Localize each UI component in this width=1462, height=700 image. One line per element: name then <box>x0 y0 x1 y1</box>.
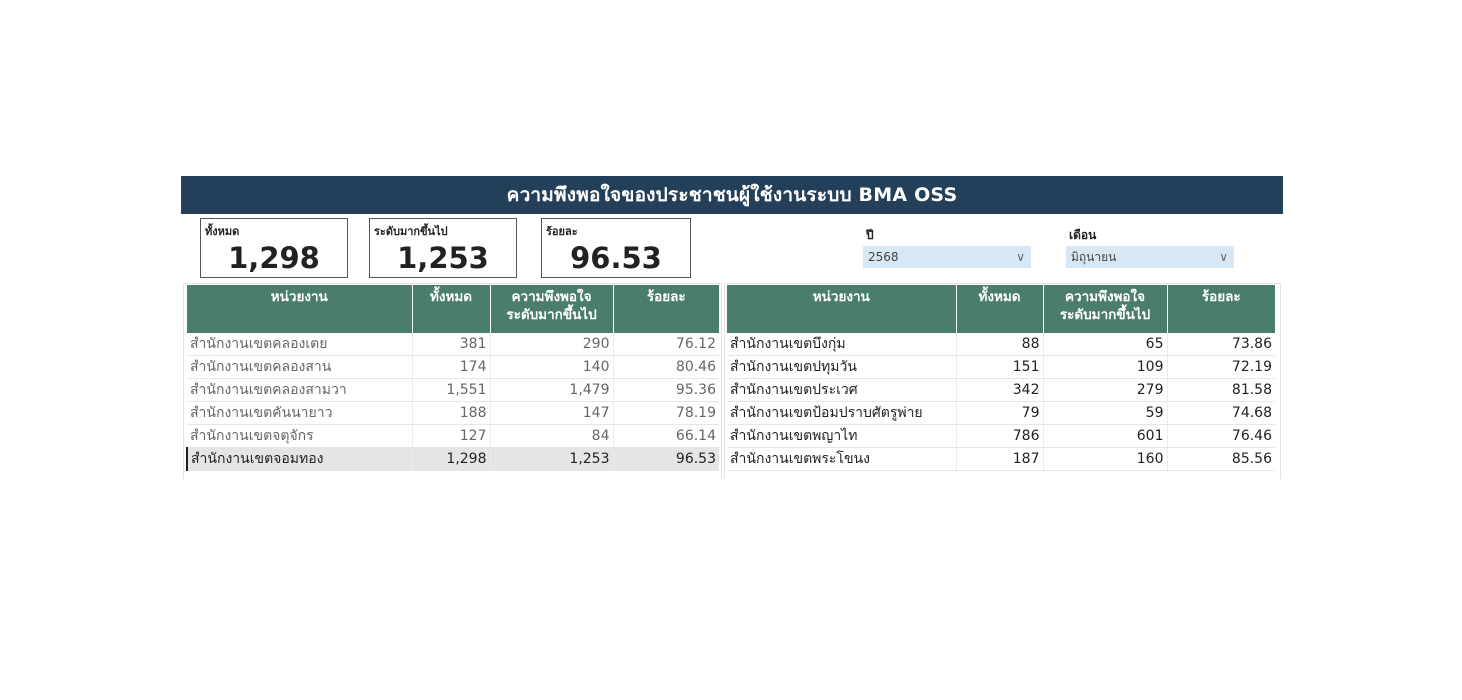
cell-high: 84 <box>490 424 614 448</box>
table-row[interactable]: สำนักงานเขตคลองสาน 174 140 80.46 <box>187 355 719 379</box>
cell-unit: สำนักงานเขตคันนายาว <box>187 401 413 425</box>
column-header-unit[interactable]: หน่วยงาน <box>727 285 957 333</box>
kpi-high-label: ระดับมากขึ้นไป <box>374 225 448 238</box>
cell-unit: สำนักงานเขตพระโขนง <box>727 447 957 471</box>
cell-high: 1,253 <box>490 447 614 471</box>
cell-high: 65 <box>1043 333 1168 356</box>
table-header-row: หน่วยงาน ทั้งหมด ความพึงพอใจ ระดับมากขึ้น… <box>727 285 1275 333</box>
left-table: หน่วยงาน ทั้งหมด ความพึงพอใจ ระดับมากขึ้น… <box>186 285 719 471</box>
cell-unit: สำนักงานเขตประเวศ <box>727 378 957 402</box>
cell-unit: สำนักงานเขตจตุจักร <box>187 424 413 448</box>
kpi-percent-value: 96.53 <box>570 241 662 275</box>
column-header-percent[interactable]: ร้อยละ <box>613 285 719 333</box>
table-row[interactable]: สำนักงานเขตประเวศ 342 279 81.58 <box>727 378 1275 402</box>
cell-total: 786 <box>956 424 1044 448</box>
kpi-total-label: ทั้งหมด <box>205 225 240 238</box>
cell-total: 1,551 <box>412 378 491 402</box>
cell-total: 188 <box>412 401 491 425</box>
table-header-row: หน่วยงาน ทั้งหมด ความพึงพอใจ ระดับมากขึ้น… <box>187 285 719 333</box>
table-row[interactable]: สำนักงานเขตพระโขนง 187 160 85.56 <box>727 447 1275 471</box>
column-header-percent[interactable]: ร้อยละ <box>1167 285 1275 333</box>
cell-high: 160 <box>1043 447 1168 471</box>
cell-unit: สำนักงานเขตบึงกุ่ม <box>727 333 957 356</box>
cell-high: 59 <box>1043 401 1168 425</box>
table-row[interactable]: สำนักงานเขตบึงกุ่ม 88 65 73.86 <box>727 333 1275 356</box>
cell-total: 151 <box>956 355 1044 379</box>
table-row[interactable]: สำนักงานเขตคลองสามวา 1,551 1,479 95.36 <box>187 378 719 402</box>
cell-percent: 81.58 <box>1167 378 1275 402</box>
cell-high: 140 <box>490 355 614 379</box>
cell-total: 88 <box>956 333 1044 356</box>
cell-unit: สำนักงานเขตป้อมปราบศัตรูพ่าย <box>727 401 957 425</box>
cell-total: 174 <box>412 355 491 379</box>
cell-total: 127 <box>412 424 491 448</box>
year-dropdown-value: 2568 <box>868 250 899 264</box>
cell-percent: 72.19 <box>1167 355 1275 379</box>
kpi-high-value: 1,253 <box>397 241 489 275</box>
kpi-percent-label: ร้อยละ <box>546 225 578 238</box>
cell-percent: 95.36 <box>613 378 719 402</box>
cell-percent: 80.46 <box>613 355 719 379</box>
cell-high: 109 <box>1043 355 1168 379</box>
cell-percent: 76.46 <box>1167 424 1275 448</box>
kpi-total-card: ทั้งหมด 1,298 <box>200 218 348 278</box>
cell-unit: สำนักงานเขตพญาไท <box>727 424 957 448</box>
table-row[interactable]: สำนักงานเขตจตุจักร 127 84 66.14 <box>187 424 719 448</box>
kpi-high-card: ระดับมากขึ้นไป 1,253 <box>369 218 517 278</box>
cell-total: 79 <box>956 401 1044 425</box>
cell-total: 342 <box>956 378 1044 402</box>
cell-percent: 73.86 <box>1167 333 1275 356</box>
cell-total: 187 <box>956 447 1044 471</box>
table-row[interactable]: สำนักงานเขตพญาไท 786 601 76.46 <box>727 424 1275 448</box>
cell-unit: สำนักงานเขตคลองเตย <box>187 333 413 356</box>
cell-high: 601 <box>1043 424 1168 448</box>
kpi-total-value: 1,298 <box>228 241 320 275</box>
table-row[interactable]: สำนักงานเขตป้อมปราบศัตรูพ่าย 79 59 74.68 <box>727 401 1275 425</box>
cell-percent: 96.53 <box>613 447 719 471</box>
cell-unit: สำนักงานเขตปทุมวัน <box>727 355 957 379</box>
left-table-frame <box>183 283 722 479</box>
table-row[interactable]: สำนักงานเขตคลองเตย 381 290 76.12 <box>187 333 719 356</box>
cell-total: 381 <box>412 333 491 356</box>
cell-high: 147 <box>490 401 614 425</box>
cell-percent: 66.14 <box>613 424 719 448</box>
table-row[interactable]: สำนักงานเขตปทุมวัน 151 109 72.19 <box>727 355 1275 379</box>
cell-unit: สำนักงานเขตคลองสาน <box>187 355 413 379</box>
year-dropdown[interactable]: 2568 ∨ <box>863 246 1031 268</box>
month-dropdown-value: มิถุนายน <box>1071 250 1117 264</box>
column-header-unit[interactable]: หน่วยงาน <box>187 285 413 333</box>
year-filter-label: ปี <box>866 228 874 242</box>
column-header-total[interactable]: ทั้งหมด <box>956 285 1044 333</box>
right-table: หน่วยงาน ทั้งหมด ความพึงพอใจ ระดับมากขึ้น… <box>727 285 1275 471</box>
cell-high: 1,479 <box>490 378 614 402</box>
cell-percent: 76.12 <box>613 333 719 356</box>
column-header-high[interactable]: ความพึงพอใจ ระดับมากขึ้นไป <box>1043 285 1168 333</box>
column-header-high[interactable]: ความพึงพอใจ ระดับมากขึ้นไป <box>490 285 614 333</box>
cell-high: 290 <box>490 333 614 356</box>
table-row[interactable]: สำนักงานเขตคันนายาว 188 147 78.19 <box>187 401 719 425</box>
cell-unit: สำนักงานเขตจอมทอง <box>186 447 413 471</box>
cell-unit: สำนักงานเขตคลองสามวา <box>187 378 413 402</box>
chevron-down-icon: ∨ <box>1016 250 1025 264</box>
chevron-down-icon: ∨ <box>1219 250 1228 264</box>
column-header-total[interactable]: ทั้งหมด <box>412 285 491 333</box>
cell-percent: 78.19 <box>613 401 719 425</box>
right-table-frame <box>724 283 1281 479</box>
cell-percent: 85.56 <box>1167 447 1275 471</box>
dashboard-title: ความพึงพอใจของประชาชนผู้ใช้งานระบบ BMA O… <box>181 176 1283 214</box>
table-row-selected[interactable]: สำนักงานเขตจอมทอง 1,298 1,253 96.53 <box>186 447 719 471</box>
kpi-percent-card: ร้อยละ 96.53 <box>541 218 691 278</box>
cell-total: 1,298 <box>412 447 491 471</box>
month-filter-label: เดือน <box>1069 228 1097 242</box>
cell-high: 279 <box>1043 378 1168 402</box>
cell-percent: 74.68 <box>1167 401 1275 425</box>
month-dropdown[interactable]: มิถุนายน ∨ <box>1066 246 1234 268</box>
